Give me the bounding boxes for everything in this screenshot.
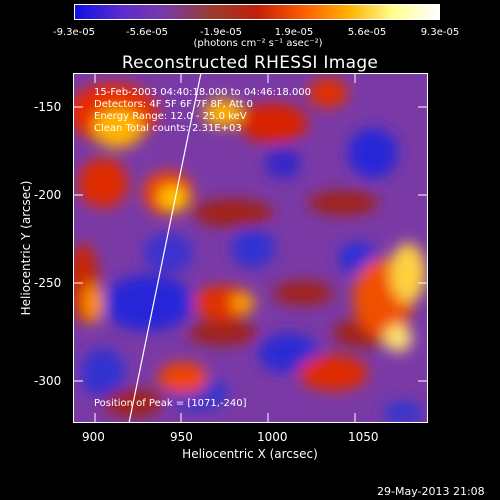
peak-position-label: Position of Peak = [1071,-240]	[94, 398, 247, 409]
detectors-label: Detectors: 4F 5F 6F 7F 8F, Att 0	[94, 99, 254, 110]
colorbar-label-2: -5.6e-05	[126, 27, 168, 38]
timestamp: 29-May-2013 21:08	[377, 485, 485, 498]
x-tick-950: 950	[170, 430, 193, 444]
colorbar-label-5: 5.6e-05	[347, 27, 387, 38]
x-tick-1000: 1000	[257, 430, 288, 444]
y-tick-300: -300	[34, 374, 62, 388]
y-tick-150: -150	[34, 100, 62, 114]
y-axis-label: Heliocentric Y (arcsec)	[19, 180, 33, 316]
energy-range-label: Energy Range: 12.0 - 25.0 keV	[94, 111, 247, 122]
colorbar-label-6: 9.3e-05	[420, 27, 460, 38]
colorbar	[74, 4, 440, 20]
clean-counts-label: Clean Total counts: 2.31E+03	[94, 123, 242, 134]
y-tick-200: -200	[34, 188, 62, 202]
x-tick-1050: 1050	[348, 430, 379, 444]
colorbar-label-4: 1.9e-05	[274, 27, 314, 38]
colorbar-unit: (photons cm⁻² s⁻¹ asec⁻²)	[193, 38, 323, 49]
plot-title: Reconstructed RHESSI Image	[121, 53, 379, 73]
colorbar-label-1: -9.3e-05	[53, 27, 95, 38]
colorbar-label-3: -1.9e-05	[200, 27, 242, 38]
time-range-label: 15-Feb-2003 04:40:18.000 to 04:46:18.000	[94, 87, 312, 98]
x-tick-900: 900	[82, 430, 105, 444]
rhessi-image	[73, 73, 428, 423]
x-axis-label: Heliocentric X (arcsec)	[182, 447, 318, 461]
y-tick-250: -250	[34, 276, 62, 290]
